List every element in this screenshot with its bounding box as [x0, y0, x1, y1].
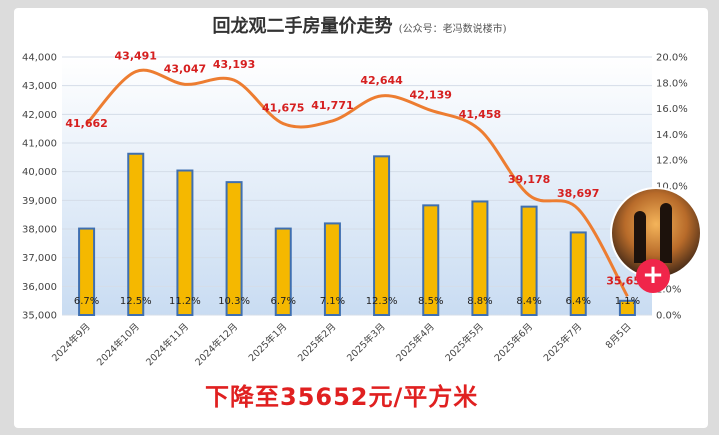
bar-value-label: 6.7% — [74, 296, 99, 307]
x-tick-label: 2024年10月 — [94, 321, 142, 369]
x-tick-label: 2024年11月 — [143, 321, 191, 369]
bar — [569, 231, 587, 316]
x-tick-label: 2025年7月 — [541, 321, 584, 364]
y-left-tick-label: 36,000 — [22, 282, 57, 293]
x-tick-label: 2025年2月 — [295, 321, 338, 364]
y-left-tick-label: 38,000 — [22, 225, 57, 236]
bar-value-label: 1.1% — [615, 296, 640, 307]
x-tick-label: 2025年1月 — [246, 321, 289, 364]
y-right-tick-label: 2.0% — [656, 285, 681, 296]
bar — [323, 222, 341, 316]
line-value-label: 41,771 — [311, 99, 353, 112]
line-value-label: 39,178 — [508, 173, 550, 186]
line-value-label: 42,644 — [360, 74, 403, 87]
line-value-label: 41,675 — [262, 102, 304, 115]
bar — [422, 204, 440, 317]
bar-value-label: 10.3% — [218, 296, 250, 307]
line-value-label: 43,047 — [164, 62, 206, 75]
y-right-tick-label: 18.0% — [656, 78, 688, 89]
bar-value-label: 8.8% — [467, 296, 492, 307]
x-tick-label: 2025年6月 — [492, 321, 535, 364]
line-value-label: 42,139 — [410, 88, 452, 101]
plot-area — [62, 57, 652, 315]
bar-value-label: 12.3% — [366, 296, 398, 307]
y-left-tick-label: 40,000 — [22, 167, 57, 178]
chart-subtitle: (公众号：老冯数说楼市) — [398, 24, 507, 35]
y-left-tick-label: 44,000 — [22, 53, 57, 64]
x-tick-label: 2025年5月 — [443, 321, 486, 364]
y-right-tick-label: 14.0% — [656, 130, 688, 141]
tower-left-shape — [634, 211, 646, 263]
y-right-tick-label: 0.0% — [656, 311, 681, 322]
y-left-tick-label: 35,000 — [22, 311, 57, 322]
price-line — [85, 68, 629, 298]
tower-right-shape — [660, 203, 672, 263]
x-tick-label: 2024年12月 — [193, 321, 241, 369]
bar — [274, 227, 292, 317]
bar — [127, 152, 145, 316]
x-tick-label: 2024年9月 — [49, 321, 92, 364]
bar-value-label: 11.2% — [169, 296, 201, 307]
line-value-label: 41,458 — [459, 108, 501, 121]
bar — [618, 299, 636, 316]
x-tick-label: 8月5日 — [604, 321, 634, 351]
y-right-tick-label: 20.0% — [656, 53, 688, 64]
bar-value-label: 6.4% — [566, 296, 591, 307]
x-tick-label: 2025年3月 — [344, 321, 387, 364]
bar — [373, 155, 391, 316]
chart-title-text: 回龙观二手房量价走势 — [212, 16, 393, 37]
bar-value-label: 7.1% — [320, 296, 345, 307]
bar-value-label: 8.4% — [516, 296, 541, 307]
bar — [78, 227, 96, 317]
y-right-tick-label: 16.0% — [656, 104, 688, 115]
bar-value-label: 6.7% — [271, 296, 296, 307]
bar — [520, 205, 538, 316]
line-value-label: 38,697 — [557, 187, 599, 200]
y-left-tick-label: 43,000 — [22, 81, 57, 92]
follow-plus-button[interactable]: + — [636, 259, 670, 293]
bar — [176, 169, 194, 316]
y-left-tick-label: 42,000 — [22, 110, 57, 121]
bar-value-label: 8.5% — [418, 296, 443, 307]
bar-value-label: 12.5% — [120, 296, 152, 307]
y-right-tick-label: 12.0% — [656, 156, 688, 167]
y-left-tick-label: 37,000 — [22, 253, 57, 264]
bar — [471, 200, 489, 316]
y-left-tick-label: 39,000 — [22, 196, 57, 207]
y-right-tick-label: 10.0% — [656, 182, 688, 193]
line-value-label: 43,193 — [213, 58, 255, 71]
caption-text: 下降至35652元/平方米 — [205, 383, 479, 411]
chart-title: 回龙观二手房量价走势 (公众号：老冯数说楼市) — [0, 12, 719, 38]
line-value-label: 41,662 — [65, 117, 107, 130]
bar — [225, 181, 243, 316]
y-left-tick-label: 41,000 — [22, 139, 57, 150]
x-tick-label: 2025年4月 — [394, 321, 437, 364]
line-value-label: 43,491 — [115, 50, 157, 63]
